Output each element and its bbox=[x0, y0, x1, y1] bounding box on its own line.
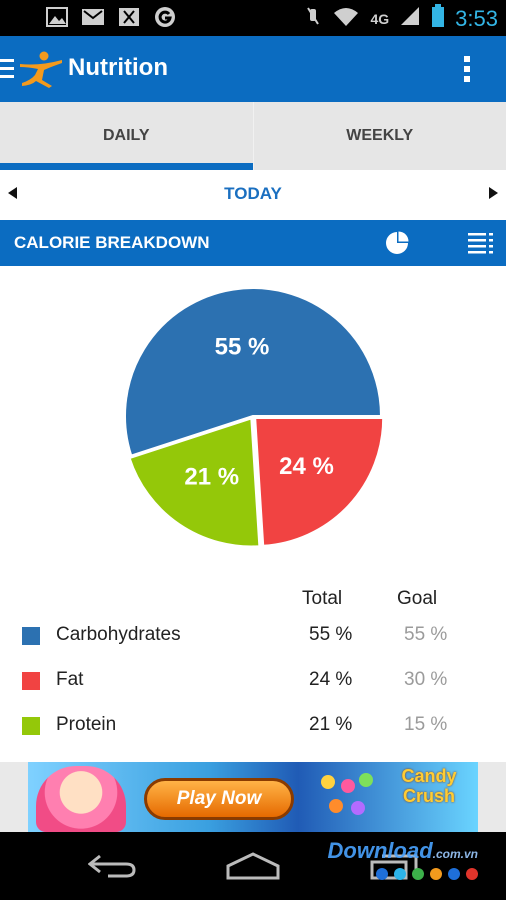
clock: 3:53 bbox=[455, 5, 498, 31]
system-icons: 4G 3:53 bbox=[304, 4, 498, 33]
legend-row-total: 55 % bbox=[309, 624, 353, 645]
overflow-menu-icon[interactable] bbox=[464, 56, 472, 84]
total-column-header: Total bbox=[302, 588, 343, 609]
system-navigation-bar: Download.com.vn bbox=[0, 832, 506, 900]
ad-creative[interactable]: Play Now Candy Crush bbox=[28, 762, 478, 832]
page-title: Nutrition bbox=[68, 54, 168, 81]
legend-row-name: Carbohydrates bbox=[56, 624, 181, 645]
network-type: 4G bbox=[370, 10, 390, 27]
download-icon bbox=[116, 6, 142, 28]
pie-slice-label-carbohydrates: 55 % bbox=[215, 333, 270, 360]
tab-daily[interactable]: DAILY bbox=[0, 102, 253, 170]
next-day-arrow-icon[interactable] bbox=[489, 187, 498, 199]
carbohydrates-swatch bbox=[22, 627, 40, 645]
legend-row-name: Fat bbox=[56, 669, 84, 690]
watermark-dots bbox=[376, 868, 478, 880]
macro-legend-table: Total Goal Carbohydrates 55 % 55 % Fat 2… bbox=[0, 566, 506, 762]
pie-slice-label-protein: 21 % bbox=[184, 464, 239, 491]
status-bar: 4G 3:53 bbox=[0, 0, 506, 36]
tab-bar: DAILY WEEKLY bbox=[0, 102, 506, 170]
protein-swatch bbox=[22, 717, 40, 735]
menu-icon[interactable] bbox=[0, 59, 14, 79]
pie-slice-carbohydrates[interactable] bbox=[124, 287, 383, 457]
home-icon[interactable] bbox=[226, 852, 280, 885]
legend-row-total: 21 % bbox=[309, 714, 353, 735]
play-now-button[interactable]: Play Now bbox=[144, 778, 294, 820]
legend-row-protein: Protein 21 % 15 % bbox=[0, 706, 506, 746]
legend-row-carbohydrates: Carbohydrates 55 % 55 % bbox=[0, 616, 506, 656]
legend-row-goal: 30 % bbox=[404, 669, 448, 690]
date-label[interactable]: TODAY bbox=[224, 184, 282, 203]
pie-chart-svg: 55 % 24 % 21 % bbox=[124, 287, 385, 548]
fat-swatch bbox=[22, 672, 40, 690]
gmail-icon bbox=[80, 6, 106, 28]
pie-slice-fat[interactable] bbox=[254, 417, 385, 547]
app-bar: Nutrition bbox=[0, 36, 506, 102]
recent-apps-icon[interactable] bbox=[370, 852, 420, 885]
app-logo[interactable] bbox=[18, 50, 64, 88]
goal-column-header: Goal bbox=[397, 588, 438, 609]
ad-banner[interactable]: Play Now Candy Crush bbox=[0, 762, 506, 832]
legend-row-fat: Fat 24 % 30 % bbox=[0, 661, 506, 701]
legend-row-name: Protein bbox=[56, 714, 117, 735]
candy-crush-logo: Candy Crush bbox=[386, 766, 472, 828]
previous-day-arrow-icon[interactable] bbox=[8, 187, 17, 199]
battery-icon bbox=[431, 4, 445, 33]
tab-weekly[interactable]: WEEKLY bbox=[252, 102, 506, 170]
calorie-pie-chart: 55 % 24 % 21 % bbox=[0, 266, 506, 566]
section-header: CALORIE BREAKDOWN bbox=[0, 220, 506, 266]
legend-row-goal: 55 % bbox=[404, 624, 448, 645]
ad-character-image bbox=[36, 766, 126, 832]
signal-icon bbox=[399, 5, 421, 32]
pie-slice-label-fat: 24 % bbox=[279, 453, 334, 480]
ad-brand-line1: Candy bbox=[401, 766, 457, 786]
pie-chart-icon[interactable] bbox=[385, 231, 409, 255]
mute-icon bbox=[304, 5, 322, 32]
section-title: CALORIE BREAKDOWN bbox=[14, 233, 210, 252]
ad-brand-line2: Crush bbox=[402, 786, 455, 806]
list-view-icon[interactable] bbox=[468, 232, 494, 254]
watermark-text: Download bbox=[327, 838, 433, 863]
legend-row-goal: 15 % bbox=[404, 714, 448, 735]
date-navigator: TODAY bbox=[0, 170, 506, 220]
watermark-suffix: .com.vn bbox=[432, 847, 478, 861]
image-icon bbox=[44, 6, 70, 28]
ad-candy-image bbox=[318, 772, 378, 822]
watermark: Download.com.vn bbox=[328, 838, 478, 864]
legend-row-total: 24 % bbox=[309, 669, 353, 690]
google-icon bbox=[152, 6, 178, 28]
notification-icons bbox=[44, 6, 178, 28]
pie-slice-protein[interactable] bbox=[128, 417, 261, 548]
wifi-icon bbox=[332, 5, 360, 32]
back-icon[interactable] bbox=[87, 852, 138, 885]
